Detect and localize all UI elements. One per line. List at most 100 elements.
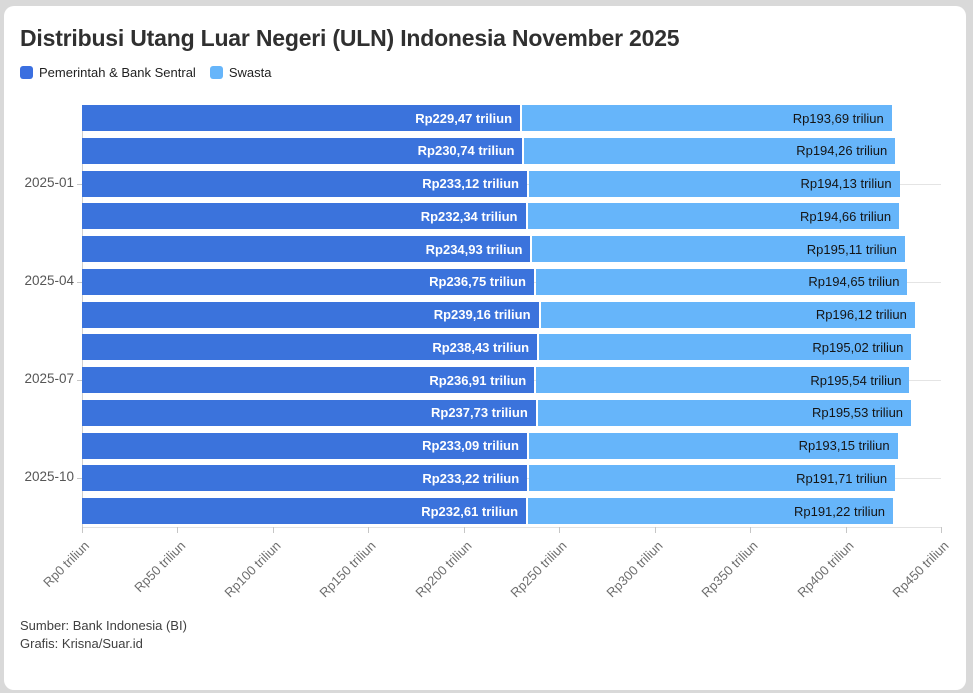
- y-axis-tick: [77, 478, 82, 480]
- bar-value-label: Rp233,09 triliun: [422, 438, 519, 453]
- bar-value-label: Rp239,16 triliun: [433, 307, 531, 322]
- bar-segment-pemerintah[interactable]: Rp229,47 triliun: [82, 105, 521, 131]
- x-axis-tick: [463, 527, 465, 533]
- y-axis-tick: [77, 281, 82, 283]
- bar-row: Rp237,73 triliun Rp195,53 triliun: [82, 399, 941, 426]
- bar-segment-pemerintah[interactable]: Rp232,61 triliun: [82, 498, 527, 524]
- source-note: Sumber: Bank Indonesia (BI): [20, 618, 187, 633]
- x-axis-tick: [368, 527, 370, 533]
- bar-value-label: Rp236,75 triliun: [429, 274, 526, 290]
- bar-value-label: Rp195,54 triliun: [810, 372, 902, 388]
- bar-row: Rp234,93 triliun Rp195,11 triliun: [82, 236, 941, 262]
- x-axis-tick: [272, 527, 274, 533]
- bar-value-label: Rp233,22 triliun: [422, 470, 520, 486]
- bar-value-label: Rp191,22 triliun: [793, 503, 886, 519]
- x-axis-label: Rp200 triliun: [412, 538, 475, 601]
- bar-row: Rp232,34 triliun Rp194,66 triliun: [82, 203, 941, 230]
- bar-value-label: Rp194,13 triliun: [800, 176, 892, 191]
- x-axis-label: Rp350 triliun: [698, 538, 761, 601]
- bar-value-label: Rp236,91 triliun: [429, 372, 527, 388]
- bar-segment-swasta[interactable]: Rp194,66 triliun: [527, 203, 900, 230]
- bar-value-label: Rp230,74 triliun: [417, 143, 515, 159]
- legend-label: Pemerintah & Bank Sentral: [39, 65, 196, 80]
- x-axis-tick: [559, 527, 561, 533]
- x-axis-tick: [654, 527, 656, 533]
- y-axis-label: 2025-10: [24, 469, 74, 485]
- bar-segment-pemerintah[interactable]: Rp238,43 triliun: [82, 334, 538, 361]
- x-axis-label: Rp150 triliun: [316, 538, 379, 601]
- legend-item-pemerintah[interactable]: Pemerintah & Bank Sentral: [20, 65, 196, 80]
- bar-row: Rp229,47 triliun Rp193,69 triliun: [82, 105, 941, 131]
- bar-segment-swasta[interactable]: Rp195,11 triliun: [532, 236, 905, 262]
- bar-segment-swasta[interactable]: Rp195,53 triliun: [537, 399, 912, 426]
- y-axis-tick: [77, 183, 82, 185]
- y-axis-label: 2025-04: [24, 272, 74, 288]
- y-axis-label: 2025-07: [24, 371, 74, 386]
- x-axis-tick: [941, 527, 942, 533]
- bar-segment-pemerintah[interactable]: Rp236,91 triliun: [82, 367, 535, 393]
- bar-row: Rp230,74 triliun Rp194,26 triliun: [82, 137, 941, 164]
- x-axis-label: Rp0 triliun: [40, 538, 93, 590]
- bar-segment-swasta[interactable]: Rp194,26 triliun: [524, 137, 896, 164]
- bar-row: Rp236,75 triliun Rp194,65 triliun: [82, 268, 941, 295]
- bar-row: Rp233,09 triliun Rp193,15 triliun: [82, 432, 941, 459]
- bar-segment-swasta[interactable]: Rp191,22 triliun: [528, 498, 894, 524]
- y-axis-tick: [77, 380, 82, 381]
- bar-segment-swasta[interactable]: Rp194,13 triliun: [529, 170, 900, 197]
- bar-value-label: Rp191,71 triliun: [796, 470, 888, 486]
- bar-segment-pemerintah[interactable]: Rp233,22 triliun: [82, 465, 528, 492]
- y-axis-label: 2025-01: [24, 174, 74, 190]
- bar-value-label: Rp193,15 triliun: [798, 438, 890, 453]
- bar-segment-pemerintah[interactable]: Rp233,12 triliun: [82, 170, 527, 197]
- x-axis-label: Rp100 triliun: [221, 538, 284, 601]
- bar-row: Rp232,61 triliun Rp191,22 triliun: [82, 498, 941, 524]
- legend-item-swasta[interactable]: Swasta: [209, 65, 272, 80]
- bar-value-label: Rp195,02 triliun: [812, 339, 904, 355]
- x-axis-tick: [845, 527, 847, 533]
- bar-value-label: Rp194,65 triliun: [808, 274, 900, 290]
- plot-area: Rp229,47 triliun Rp193,69 triliun Rp230,74…: [82, 105, 941, 528]
- legend-label: Swasta: [228, 65, 272, 80]
- bar-value-label: Rp196,12 triliun: [815, 307, 907, 322]
- bar-segment-swasta[interactable]: Rp194,65 triliun: [535, 268, 908, 295]
- x-axis-tick: [177, 527, 179, 533]
- bar-segment-swasta[interactable]: Rp195,02 triliun: [539, 334, 912, 361]
- x-axis-label: Rp400 triliun: [793, 538, 857, 601]
- bar-value-label: Rp194,66 triliun: [800, 208, 892, 224]
- bar-segment-pemerintah[interactable]: Rp232,34 triliun: [82, 203, 526, 230]
- x-axis-tick: [750, 527, 752, 533]
- x-axis-label: Rp50 triliun: [130, 538, 189, 596]
- bar-segment-swasta[interactable]: Rp193,15 triliun: [528, 432, 898, 459]
- bar-segment-pemerintah[interactable]: Rp230,74 triliun: [82, 137, 523, 164]
- bar-value-label: Rp232,34 triliun: [420, 208, 518, 224]
- bar-value-label: Rp238,43 triliun: [432, 339, 530, 355]
- bar-segment-swasta[interactable]: Rp195,54 triliun: [536, 367, 910, 393]
- bar-value-label: Rp229,47 triliun: [415, 110, 513, 126]
- bar-segment-pemerintah[interactable]: Rp237,73 triliun: [82, 399, 536, 426]
- bar-row: Rp238,43 triliun Rp195,02 triliun: [82, 334, 941, 361]
- x-axis-label: Rp300 triliun: [603, 538, 666, 601]
- bar-value-label: Rp234,93 triliun: [425, 241, 523, 257]
- legend-swatch-pemerintah-icon: [20, 66, 33, 79]
- bar-row: Rp233,22 triliun Rp191,71 triliun: [82, 465, 941, 492]
- bar-segment-pemerintah[interactable]: Rp236,75 triliun: [82, 268, 534, 295]
- bar-segment-pemerintah[interactable]: Rp239,16 triliun: [82, 301, 539, 328]
- x-axis-label: Rp450 triliun: [889, 538, 952, 601]
- footer: Sumber: Bank Indonesia (BI) Grafis: Kris…: [20, 617, 187, 653]
- bar-row: Rp236,91 triliun Rp195,54 triliun: [82, 367, 941, 393]
- bar-value-label: Rp232,61 triliun: [421, 503, 519, 519]
- bar-value-label: Rp195,11 triliun: [806, 241, 897, 257]
- bar-value-label: Rp194,26 triliun: [796, 143, 888, 159]
- bar-segment-pemerintah[interactable]: Rp234,93 triliun: [82, 236, 531, 262]
- bar-segment-swasta[interactable]: Rp191,71 triliun: [529, 465, 896, 492]
- x-axis-line: [82, 527, 942, 528]
- bar-segment-pemerintah[interactable]: Rp233,09 triliun: [82, 432, 527, 459]
- credit-note: Grafis: Krisna/Suar.id: [20, 636, 143, 651]
- bar-value-label: Rp237,73 triliun: [430, 405, 528, 421]
- x-axis-tick: [82, 527, 83, 533]
- bar-row: Rp233,12 triliun Rp194,13 triliun: [82, 170, 941, 197]
- bar-row: Rp239,16 triliun Rp196,12 triliun: [82, 301, 941, 328]
- bar-segment-swasta[interactable]: Rp193,69 triliun: [522, 105, 892, 131]
- bar-value-label: Rp233,12 triliun: [422, 176, 519, 191]
- bar-segment-swasta[interactable]: Rp196,12 triliun: [540, 301, 915, 328]
